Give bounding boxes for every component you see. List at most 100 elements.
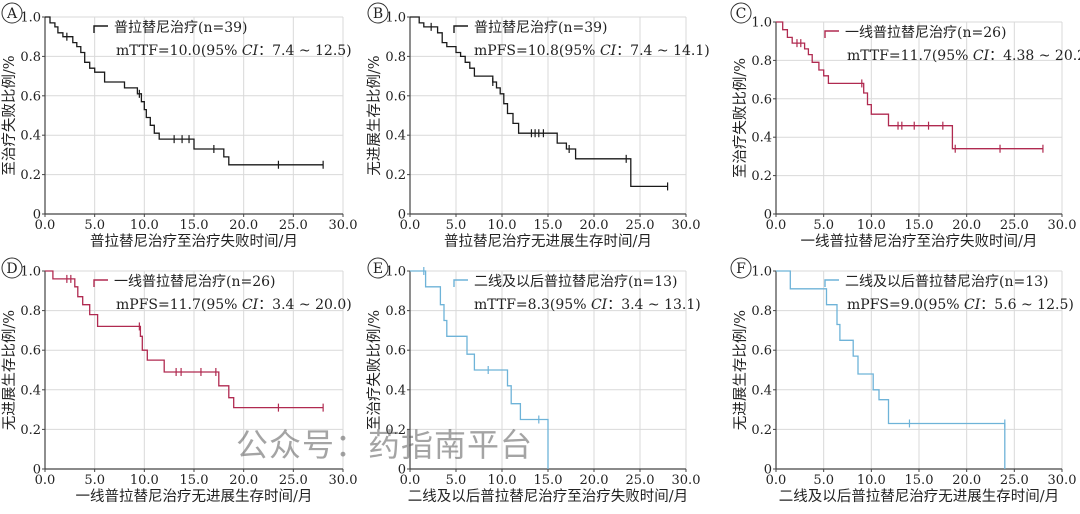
x-tick-label: 25.0 bbox=[626, 473, 655, 488]
x-tick-label: 0.0 bbox=[400, 473, 421, 488]
x-tick-label: 25.0 bbox=[279, 473, 308, 488]
y-tick-label: 0.2 bbox=[751, 169, 772, 184]
y-tick-label: 0.2 bbox=[751, 423, 772, 438]
y-tick-label: 0.8 bbox=[20, 50, 41, 65]
y-tick-label: 0.6 bbox=[385, 344, 406, 359]
panel-label: F bbox=[736, 261, 746, 277]
panel-badge bbox=[1, 257, 23, 279]
x-tick-label: 0.0 bbox=[766, 218, 787, 233]
y-tick-label: 1.0 bbox=[751, 16, 772, 31]
x-tick-label: 10.0 bbox=[488, 218, 517, 233]
median-stat: mPFS=9.0(95% CI：5.6 ~ 12.5) bbox=[847, 297, 1074, 313]
x-tick-label: 30.0 bbox=[1048, 473, 1077, 488]
y-axis-title: 至治疗失败比例/% bbox=[366, 310, 383, 430]
x-tick-label: 10.0 bbox=[130, 218, 159, 233]
y-tick-label: 0.8 bbox=[385, 50, 406, 65]
y-tick-label: 0 bbox=[764, 463, 772, 478]
survival-curve bbox=[45, 270, 324, 409]
survival-curve bbox=[410, 270, 549, 469]
panel-badge bbox=[730, 257, 752, 279]
y-tick-label: 0.2 bbox=[385, 168, 406, 183]
x-axis-title: 二线及以后普拉替尼治疗至治疗失败时间/月 bbox=[408, 488, 688, 505]
legend-label: 二线及以后普拉替尼治疗(n=13) bbox=[474, 274, 678, 290]
km-panel-c: 0.0 5.0 10.0 15.0 20.0 25.0 30.0 0 0.2 0.4 0.6 0.8 1… bbox=[732, 16, 1080, 251]
x-tick-label: 30.0 bbox=[329, 218, 358, 233]
panel-badge bbox=[367, 2, 389, 24]
legend-swatch bbox=[453, 25, 468, 33]
legend-swatch bbox=[824, 279, 839, 287]
x-axis-title: 一线普拉替尼治疗至治疗失败时间/月 bbox=[801, 233, 1038, 250]
y-tick-label: 0.8 bbox=[751, 54, 772, 69]
y-tick-label: 0.2 bbox=[385, 423, 406, 438]
panel-badge bbox=[1, 2, 23, 24]
x-tick-label: 10.0 bbox=[488, 473, 517, 488]
panel-label: D bbox=[6, 261, 17, 277]
y-tick-label: 0 bbox=[764, 208, 772, 223]
y-tick-label: 0.4 bbox=[20, 129, 41, 144]
x-tick-label: 15.0 bbox=[534, 473, 563, 488]
y-axis-title: 无进展生存比例/% bbox=[732, 310, 749, 430]
y-tick-label: 0.2 bbox=[20, 423, 41, 438]
y-tick-label: 1.0 bbox=[20, 265, 41, 280]
x-tick-label: 20.0 bbox=[229, 218, 258, 233]
x-tick-label: 5.0 bbox=[813, 473, 834, 488]
km-panel-b: 0.0 5.0 10.0 15.0 20.0 25.0 30.0 0 0.2 0.4 0.6 0.8 1… bbox=[366, 11, 710, 251]
median-stat: mTTF=11.7(95% CI：4.38 ~ 20.28) bbox=[847, 48, 1080, 64]
panel-badge bbox=[367, 257, 389, 279]
legend-label: 普拉替尼治疗(n=39) bbox=[114, 20, 248, 36]
y-axis-title: 至治疗失败比例/% bbox=[732, 58, 749, 178]
y-tick-label: 0.4 bbox=[751, 131, 772, 146]
y-tick-label: 1.0 bbox=[385, 11, 406, 26]
y-tick-label: 0.6 bbox=[20, 89, 41, 104]
x-tick-label: 25.0 bbox=[279, 218, 308, 233]
y-tick-label: 0.4 bbox=[20, 383, 41, 398]
median-stat: mPFS=10.8(95% CI：7.4 ~ 14.1) bbox=[474, 43, 710, 59]
x-tick-label: 20.0 bbox=[580, 218, 609, 233]
y-tick-label: 0.6 bbox=[385, 89, 406, 104]
x-tick-label: 30.0 bbox=[329, 473, 358, 488]
panel-label: C bbox=[736, 6, 747, 22]
legend-label: 一线普拉替尼治疗(n=26) bbox=[114, 274, 276, 290]
y-tick-label: 0.8 bbox=[20, 304, 41, 319]
legend-swatch bbox=[453, 279, 468, 287]
x-tick-label: 20.0 bbox=[952, 218, 981, 233]
x-axis-title: 普拉替尼治疗至治疗失败时间/月 bbox=[90, 233, 298, 250]
x-tick-label: 25.0 bbox=[1000, 473, 1029, 488]
x-tick-label: 0.0 bbox=[400, 218, 421, 233]
legend-label: 普拉替尼治疗(n=39) bbox=[474, 20, 608, 36]
x-tick-label: 15.0 bbox=[905, 218, 934, 233]
x-tick-label: 5.0 bbox=[84, 218, 105, 233]
x-tick-label: 15.0 bbox=[180, 473, 209, 488]
x-tick-label: 0.0 bbox=[35, 473, 56, 488]
y-tick-label: 1.0 bbox=[751, 265, 772, 280]
y-tick-label: 0.8 bbox=[751, 304, 772, 319]
y-tick-label: 1.0 bbox=[385, 265, 406, 280]
y-axis-title: 无进展生存比例/% bbox=[366, 55, 383, 175]
legend-swatch bbox=[93, 279, 108, 287]
y-tick-label: 0 bbox=[398, 463, 406, 478]
x-tick-label: 20.0 bbox=[580, 473, 609, 488]
survival-curve bbox=[45, 16, 324, 166]
x-tick-label: 5.0 bbox=[813, 218, 834, 233]
x-tick-label: 5.0 bbox=[446, 473, 467, 488]
y-tick-label: 1.0 bbox=[20, 11, 41, 26]
watermark-text: 公众号：药指南平台 bbox=[236, 426, 534, 464]
y-tick-label: 0.4 bbox=[385, 383, 406, 398]
x-tick-label: 20.0 bbox=[229, 473, 258, 488]
x-axis-title: 普拉替尼治疗无进展生存时间/月 bbox=[444, 233, 652, 250]
panel-label: B bbox=[373, 6, 383, 22]
legend-label: 一线普拉替尼治疗(n=26) bbox=[845, 25, 1007, 41]
y-tick-label: 0.4 bbox=[751, 383, 772, 398]
x-tick-label: 20.0 bbox=[952, 473, 981, 488]
x-axis-title: 二线及以后普拉替尼治疗无进展生存时间/月 bbox=[779, 488, 1059, 505]
x-tick-label: 30.0 bbox=[1048, 218, 1077, 233]
x-tick-label: 0.0 bbox=[35, 218, 56, 233]
x-tick-label: 15.0 bbox=[905, 473, 934, 488]
x-axis-title: 一线普拉替尼治疗无进展生存时间/月 bbox=[76, 488, 313, 505]
x-tick-label: 10.0 bbox=[857, 218, 886, 233]
y-tick-label: 0.6 bbox=[751, 92, 772, 107]
km-panel-e: 0.0 5.0 10.0 15.0 20.0 25.0 30.0 0 0.2 0.4 0.6 0.8 1… bbox=[366, 265, 701, 506]
x-tick-label: 15.0 bbox=[534, 218, 563, 233]
km-panel-a: 0.0 5.0 10.0 15.0 20.0 25.0 30.0 0 0.2 0.4 0.6 0.8 1… bbox=[1, 11, 357, 251]
